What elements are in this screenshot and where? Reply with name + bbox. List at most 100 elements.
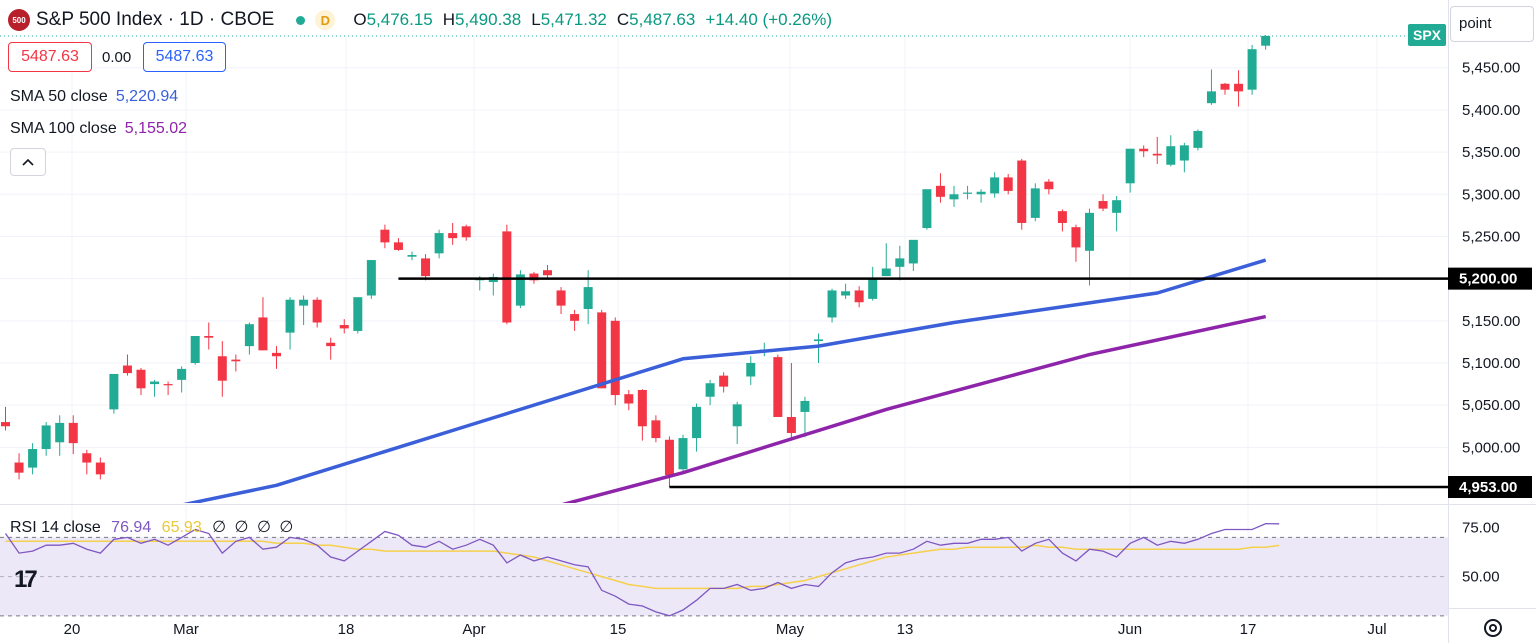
ohlc-low: L5,471.32: [531, 10, 607, 29]
candle-body: [285, 299, 295, 333]
candle-body: [1220, 83, 1230, 90]
candle: [1098, 194, 1108, 212]
candle-body: [1071, 227, 1081, 248]
candle: [854, 286, 864, 308]
candle-body: [461, 226, 471, 238]
candle: [543, 265, 552, 279]
candle-body: [800, 400, 810, 412]
candle-body: [746, 362, 756, 377]
candle-body: [122, 365, 132, 374]
level-badge-label: 4,953.00: [1459, 479, 1517, 496]
candle: [827, 288, 837, 323]
candle: [407, 251, 417, 261]
candle: [1166, 135, 1176, 167]
candle: [488, 273, 498, 296]
candle-body: [1017, 160, 1027, 223]
candle-body: [610, 320, 620, 396]
candle: [285, 297, 295, 350]
candle: [163, 381, 173, 396]
candle-body: [204, 336, 214, 338]
time-tick-label: Mar: [173, 621, 199, 638]
candle-body: [1098, 201, 1108, 209]
candle-body: [55, 422, 65, 443]
buy-price-button[interactable]: 5487.63: [143, 42, 226, 72]
candle-body: [339, 325, 349, 329]
candle: [1044, 179, 1054, 195]
candle-body: [786, 416, 796, 434]
candle-body: [543, 270, 552, 276]
candle-body: [637, 389, 647, 427]
candle: [800, 396, 810, 438]
candle: [773, 354, 783, 417]
rsi-legend[interactable]: RSI 14 close 76.94 65.93 ∅ ∅ ∅ ∅: [10, 519, 296, 536]
symbol-badge: [1408, 24, 1446, 46]
price-tick-label: 5,300.00: [1462, 186, 1520, 203]
symbol-badge-label: SPX: [1413, 27, 1442, 43]
candle: [502, 224, 512, 325]
candle-body: [515, 274, 525, 306]
candle-body: [1057, 211, 1067, 223]
candle-body: [1003, 177, 1013, 191]
rsi-tick-label: 75.00: [1462, 520, 1500, 537]
market-status[interactable]: D: [296, 10, 336, 30]
candle-body: [393, 242, 403, 250]
candle-body: [651, 420, 661, 439]
candle: [515, 270, 525, 309]
candle-body: [1139, 148, 1149, 152]
candle-body: [868, 278, 878, 299]
rsi-tick-label: 50.00: [1462, 569, 1500, 586]
candle: [448, 222, 458, 245]
candle: [258, 297, 268, 351]
candle: [380, 224, 390, 249]
candle-body: [1234, 83, 1244, 92]
candle: [28, 443, 38, 475]
candle: [746, 356, 756, 385]
candle-body: [949, 194, 959, 200]
ohlc-change: +14.40 (+0.26%): [705, 10, 832, 29]
candle: [922, 189, 932, 230]
candle-body: [732, 404, 742, 427]
candle-body: [1152, 153, 1162, 156]
candle: [1193, 129, 1203, 151]
candle: [624, 389, 634, 411]
candle: [1017, 158, 1027, 230]
gear-icon[interactable]: [1484, 619, 1502, 637]
candle-body: [14, 462, 24, 473]
candle: [637, 389, 647, 441]
candle: [14, 453, 24, 480]
sma100-legend[interactable]: SMA 100 close 5,155.02: [10, 120, 188, 137]
candle-body: [529, 273, 539, 281]
sell-price-button[interactable]: 5487.63: [8, 42, 92, 72]
candle: [1071, 224, 1081, 262]
symbol-title[interactable]: S&P 500 Index · 1D · CBOE: [36, 9, 275, 30]
sma50-legend[interactable]: SMA 50 close 5,220.94: [10, 88, 179, 105]
time-tick-label: Jul: [1367, 621, 1386, 638]
spread-value: 0.00: [102, 49, 132, 66]
candle-body: [976, 191, 986, 195]
candle-body: [502, 231, 512, 323]
candle-body: [841, 291, 851, 296]
candle: [393, 238, 403, 251]
candle-body: [231, 359, 241, 362]
candle-body: [583, 287, 593, 310]
candle: [678, 434, 688, 473]
ohlc-high: H5,490.38: [442, 10, 522, 29]
ohlc-open: O5,476.15: [353, 10, 433, 29]
sma100-line: [561, 314, 1267, 503]
candle-body: [1261, 36, 1271, 46]
tradingview-logo[interactable]: 17: [14, 566, 38, 593]
scale-mode-button[interactable]: point: [1450, 6, 1534, 42]
candle-body: [190, 336, 200, 363]
level-badge: [1448, 267, 1532, 290]
candle-body: [366, 260, 376, 296]
candle-body: [82, 453, 92, 463]
candle-body: [597, 312, 607, 389]
candle-body: [136, 369, 146, 389]
candle: [976, 189, 986, 203]
candle: [895, 245, 905, 281]
candle: [82, 449, 92, 475]
candle: [1125, 148, 1135, 193]
collapse-legend-button[interactable]: [10, 148, 46, 176]
candle-body: [217, 356, 227, 381]
